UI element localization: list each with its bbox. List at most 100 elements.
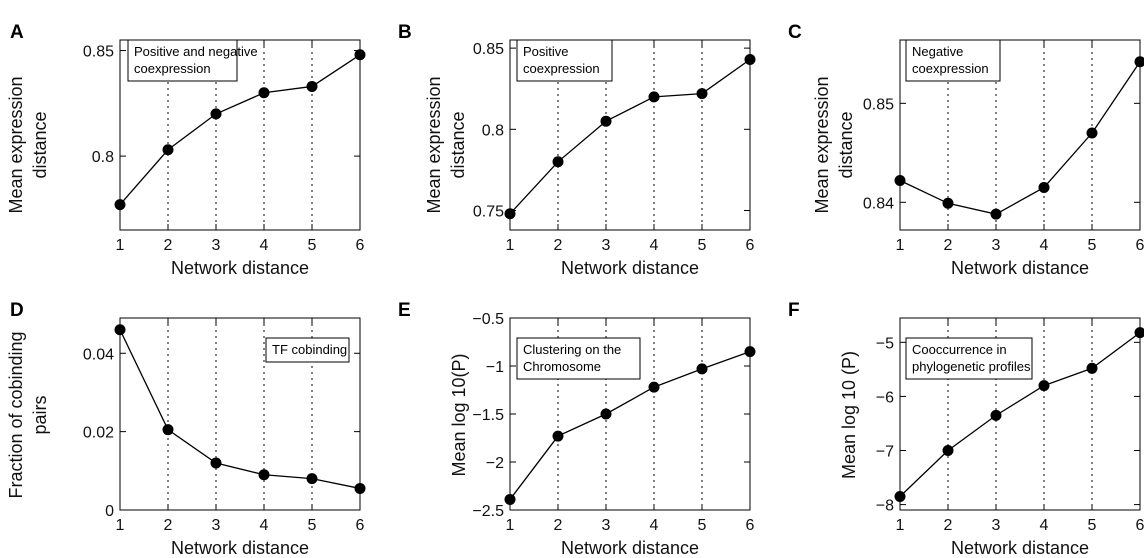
data-point bbox=[114, 199, 126, 211]
y-tick-label: −8 bbox=[876, 498, 894, 515]
data-point bbox=[942, 197, 954, 209]
annotation-text: coexpression bbox=[523, 61, 600, 76]
data-point bbox=[1038, 380, 1050, 392]
annotation-box bbox=[516, 39, 613, 82]
data-point bbox=[552, 156, 564, 168]
plot-frame bbox=[119, 317, 361, 511]
data-point bbox=[552, 430, 564, 442]
y-tick-label: −1 bbox=[486, 359, 504, 376]
x-tick-label: 2 bbox=[944, 517, 953, 534]
y-tick-label: 0.84 bbox=[863, 195, 894, 212]
x-tick-label: 3 bbox=[212, 237, 221, 254]
annotation-box bbox=[905, 39, 1001, 82]
data-point bbox=[990, 409, 1002, 421]
y-axis-label: Mean log 10(P) bbox=[449, 353, 469, 476]
y-tick-label: −5 bbox=[876, 335, 894, 352]
x-tick-label: 3 bbox=[992, 517, 1001, 534]
plot-frame bbox=[509, 39, 751, 231]
x-axis-label: Network distance bbox=[951, 258, 1089, 278]
y-axis-label: Mean expression bbox=[812, 76, 832, 213]
annotation-text: coexpression bbox=[134, 61, 211, 76]
y-tick-label: −1.5 bbox=[472, 407, 504, 424]
panel-letter: E bbox=[398, 300, 411, 321]
data-point bbox=[1086, 362, 1098, 374]
data-point bbox=[696, 363, 708, 375]
panel-a: 1 2 3 4 5 6 0.8 0.85 Network distance Mean expres… bbox=[6, 22, 366, 278]
series-line bbox=[509, 350, 751, 500]
y-tick-label: 0.85 bbox=[863, 96, 894, 113]
x-tick-label: 2 bbox=[554, 237, 563, 254]
data-point bbox=[942, 445, 954, 457]
data-point bbox=[894, 490, 906, 502]
x-tick-label: 2 bbox=[944, 237, 953, 254]
x-tick-label: 5 bbox=[698, 237, 707, 254]
data-point bbox=[504, 208, 516, 220]
x-tick-label: 2 bbox=[164, 237, 173, 254]
y-tick-label: −7 bbox=[876, 444, 894, 461]
x-tick-label: 3 bbox=[212, 517, 221, 534]
data-point bbox=[1086, 127, 1098, 139]
plot-frame bbox=[899, 39, 1141, 231]
x-tick-label: 4 bbox=[650, 237, 659, 254]
panel-letter: D bbox=[10, 300, 24, 321]
x-tick-label: 2 bbox=[554, 517, 563, 534]
y-tick-label: 0.04 bbox=[83, 346, 114, 363]
x-tick-label: 6 bbox=[1136, 517, 1144, 534]
y-axis-label: Mean expression bbox=[424, 76, 444, 213]
x-tick-label: 1 bbox=[506, 517, 515, 534]
x-tick-label: 4 bbox=[650, 517, 659, 534]
x-tick-label: 6 bbox=[746, 237, 755, 254]
data-point bbox=[354, 49, 366, 61]
annotation-text: Clustering on the bbox=[523, 342, 621, 357]
x-tick-label: 6 bbox=[746, 517, 755, 534]
data-point bbox=[696, 88, 708, 100]
x-tick-label: 4 bbox=[1040, 517, 1049, 534]
data-point bbox=[744, 53, 756, 65]
annotation-text: TF cobinding bbox=[272, 342, 347, 357]
x-tick-label: 1 bbox=[116, 237, 125, 254]
data-point bbox=[258, 87, 270, 99]
data-point bbox=[210, 457, 222, 469]
annotation-text: Negative bbox=[912, 44, 963, 59]
x-tick-label: 1 bbox=[896, 237, 905, 254]
x-tick-label: 5 bbox=[698, 517, 707, 534]
y-tick-label: −2.5 bbox=[472, 503, 504, 520]
series-line bbox=[899, 332, 1141, 497]
data-point bbox=[210, 108, 222, 120]
annotation-text: Chromosome bbox=[523, 359, 601, 374]
y-tick-label: 0.8 bbox=[482, 122, 504, 139]
x-tick-label: 3 bbox=[992, 237, 1001, 254]
x-axis-label: Network distance bbox=[561, 258, 699, 278]
data-point bbox=[306, 473, 318, 485]
x-tick-label: 6 bbox=[356, 517, 365, 534]
data-point bbox=[894, 175, 906, 187]
annotation-box bbox=[127, 39, 238, 82]
x-tick-label: 5 bbox=[1088, 237, 1097, 254]
x-tick-label: 6 bbox=[356, 237, 365, 254]
x-axis-label: Network distance bbox=[561, 538, 699, 558]
data-point bbox=[990, 208, 1002, 220]
data-point bbox=[648, 381, 660, 393]
annotation-text: coexpression bbox=[912, 61, 989, 76]
x-tick-label: 4 bbox=[1040, 237, 1049, 254]
panel-b: 1 2 3 4 5 6 0.75 0.8 0.85 Network distance Mean ex… bbox=[398, 22, 756, 278]
data-point bbox=[744, 346, 756, 358]
x-tick-label: 1 bbox=[116, 517, 125, 534]
y-axis-label: Mean expression bbox=[6, 76, 26, 213]
panel-e: 1 2 3 4 5 6 −2.5 −2 −1.5 −1 −0.5 Network distance Me… bbox=[398, 300, 756, 558]
y-tick-label: 0.02 bbox=[83, 425, 114, 442]
y-tick-label: −6 bbox=[876, 389, 894, 406]
panel-letter: A bbox=[10, 22, 24, 43]
data-point bbox=[1134, 327, 1144, 339]
y-tick-label: 0.75 bbox=[473, 204, 504, 221]
x-tick-label: 1 bbox=[506, 237, 515, 254]
annotation-text: Cooccurrence in bbox=[912, 342, 1007, 357]
plot-frame bbox=[119, 39, 361, 231]
series-line bbox=[119, 54, 361, 206]
x-tick-label: 5 bbox=[1088, 517, 1097, 534]
x-tick-label: 5 bbox=[308, 517, 317, 534]
x-tick-label: 6 bbox=[1136, 237, 1144, 254]
x-axis-label: Network distance bbox=[951, 538, 1089, 558]
data-point bbox=[162, 424, 174, 436]
